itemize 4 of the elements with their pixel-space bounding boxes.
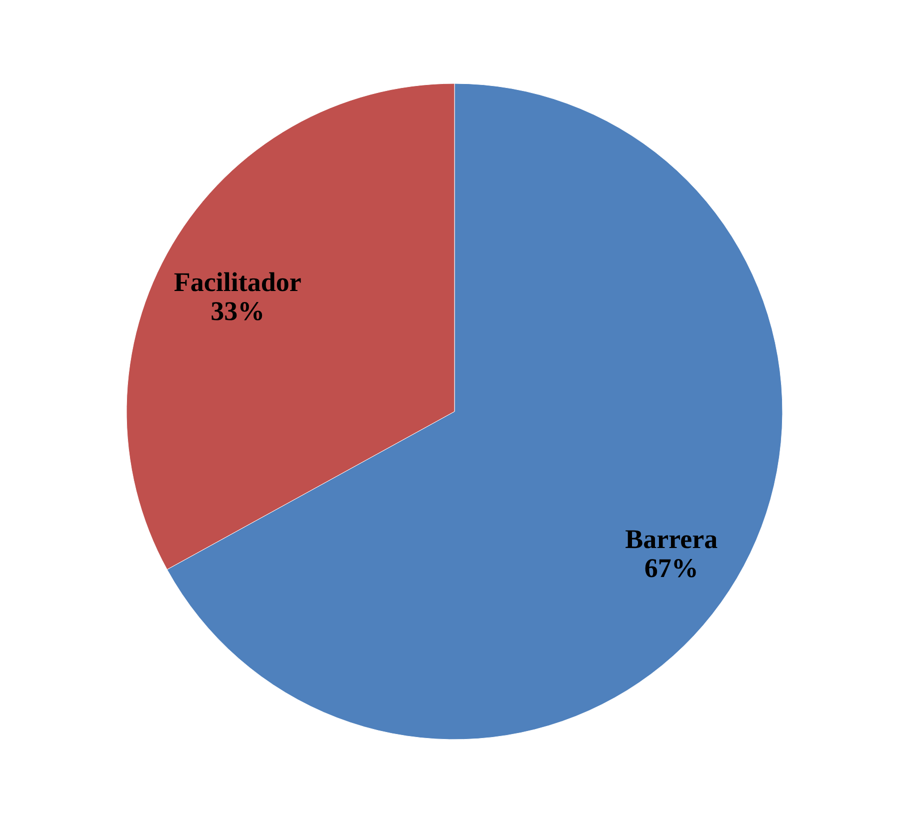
data-label: 33% <box>210 296 265 326</box>
slice-label: Facilitador <box>174 267 302 298</box>
data-label: 67% <box>644 552 698 583</box>
slice-label: Barrera <box>625 524 718 554</box>
